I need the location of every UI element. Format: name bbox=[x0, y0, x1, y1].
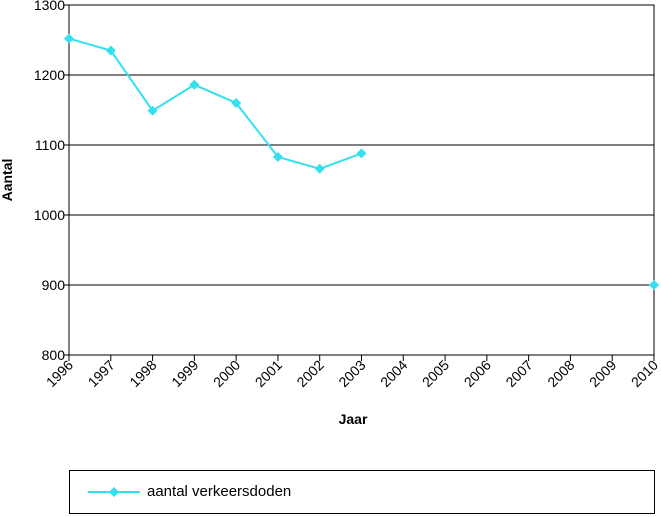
data-point-marker bbox=[272, 151, 283, 162]
series-group bbox=[64, 33, 659, 290]
grid-lines bbox=[69, 74, 654, 286]
x-tick-label: 2008 bbox=[544, 357, 577, 390]
x-tick-label: 2001 bbox=[252, 357, 285, 390]
y-axis-title: Aantal bbox=[0, 159, 15, 202]
data-point-marker bbox=[314, 163, 325, 174]
data-point-marker bbox=[649, 280, 659, 290]
y-tick-label: 1200 bbox=[34, 67, 65, 83]
x-axis-title: Jaar bbox=[339, 411, 368, 427]
x-tick-label: 2004 bbox=[377, 357, 410, 390]
x-tick-label: 2009 bbox=[586, 357, 619, 390]
x-tick-label: 2003 bbox=[335, 357, 368, 390]
y-tick-label: 1300 bbox=[34, 0, 65, 13]
x-tick-label: 1997 bbox=[85, 357, 118, 390]
x-tick-label: 1999 bbox=[168, 357, 201, 390]
y-tick-label: 1000 bbox=[34, 207, 65, 223]
series-line bbox=[68, 37, 362, 170]
x-tick-label: 2005 bbox=[419, 357, 452, 390]
x-tick-label: 2010 bbox=[628, 357, 661, 390]
x-tick-label: 1998 bbox=[126, 357, 159, 390]
y-tick-label: 900 bbox=[42, 277, 66, 293]
data-point-marker bbox=[356, 148, 367, 159]
y-tick-label: 1100 bbox=[35, 137, 65, 153]
plot-area-frame bbox=[68, 4, 655, 356]
x-tick-label: 2006 bbox=[461, 357, 494, 390]
legend: aantal verkeersdoden bbox=[69, 470, 655, 514]
legend-swatch-line-diamond-icon bbox=[88, 487, 140, 497]
data-point-marker bbox=[189, 79, 200, 90]
x-tick-label: 2002 bbox=[293, 357, 326, 390]
data-point-marker bbox=[231, 98, 242, 108]
legend-label: aantal verkeersdoden bbox=[147, 483, 292, 500]
x-axis-ticks: 1996 1997 1998 1999 2000 2001 2002 2003 2004 2005… bbox=[43, 355, 661, 390]
data-point-marker bbox=[147, 105, 158, 116]
x-tick-label: 2007 bbox=[502, 357, 535, 390]
data-point-marker bbox=[64, 33, 74, 44]
y-axis-ticks: 800 900 1000 1100 1200 1300 bbox=[34, 0, 69, 363]
data-point-marker bbox=[105, 45, 116, 56]
y-tick-label: 800 bbox=[42, 347, 66, 363]
x-tick-label: 2000 bbox=[210, 357, 243, 390]
